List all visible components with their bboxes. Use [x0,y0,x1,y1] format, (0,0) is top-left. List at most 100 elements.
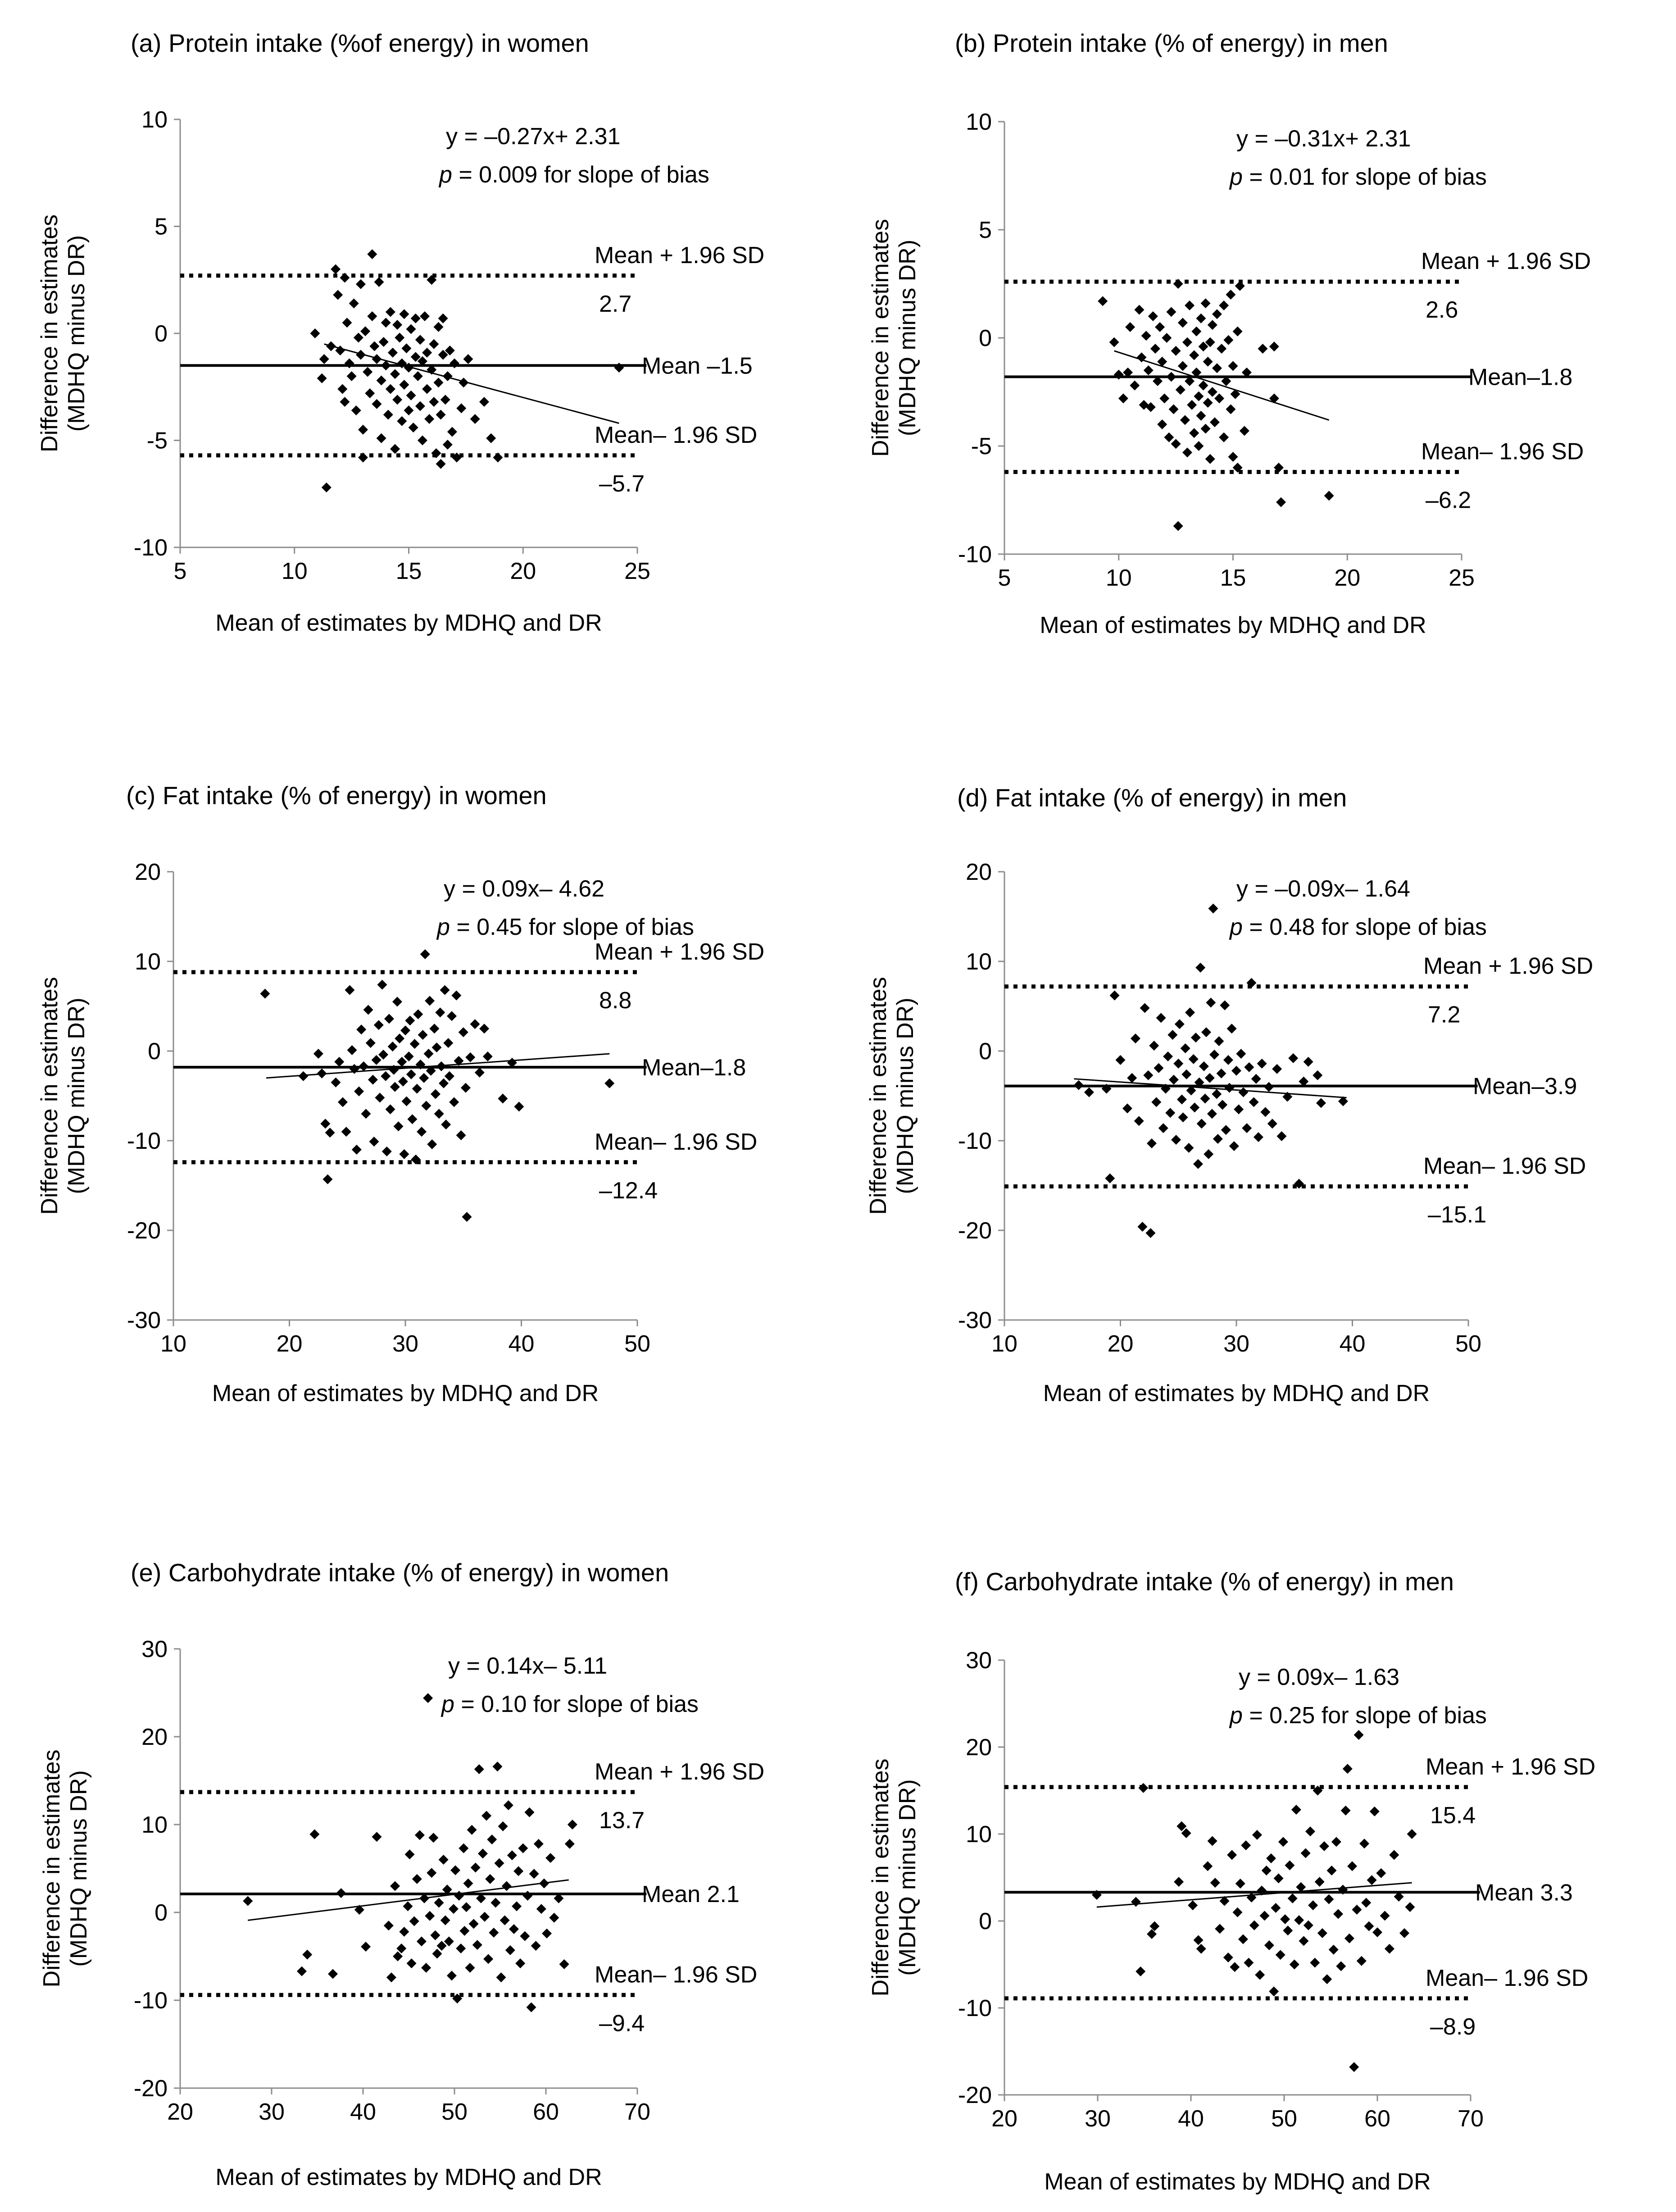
x-tick-label: 20 [991,2106,1017,2132]
data-point [1109,337,1119,347]
data-point [438,313,448,323]
data-point [381,318,391,328]
data-point [459,1843,469,1853]
x-tick-label: 70 [624,2099,650,2125]
panel-b: (b) Protein intake (% of energy) in men 1… [868,29,1591,638]
data-point [378,1049,389,1060]
data-point [1171,439,1181,449]
data-point [1174,1019,1185,1029]
data-point [392,997,402,1007]
data-point [1168,1074,1179,1085]
data-point [367,311,377,321]
data-point [1359,1839,1370,1849]
data-point [1084,1087,1094,1097]
data-point [1253,1132,1263,1142]
panel-title: (f) Carbohydrate intake (% of energy) in… [955,1567,1454,1596]
lower-limit-value: –8.9 [1430,2014,1476,2040]
data-point [472,1940,482,1950]
data-point [1159,393,1170,404]
data-point [479,397,489,407]
data-point [431,448,441,458]
data-point [337,1097,348,1107]
data-point [436,1061,446,1071]
data-point [387,1042,398,1052]
data-point [1162,333,1172,343]
data-point [1356,1956,1367,1966]
data-point [1180,1043,1190,1054]
panel-e: (e) Carbohydrate intake (% of energy) in… [39,1558,764,2190]
data-point [1232,1907,1243,1917]
upper-limit-label: Mean + 1.96 SD [595,1759,764,1785]
data-point [1230,1962,1240,1972]
data-point [419,1073,429,1083]
data-point [507,1850,517,1861]
data-point [385,307,395,317]
data-point [396,1943,407,1953]
data-point [1234,1104,1244,1115]
data-point [1205,454,1215,464]
data-point [409,1916,419,1926]
x-tick-label: 30 [259,2099,285,2125]
data-point [1289,1959,1299,1970]
data-point [536,1904,546,1914]
data-point [354,1905,364,1915]
data-point [1173,279,1183,289]
data-point [441,1120,451,1130]
data-point [1324,491,1334,501]
y-tick-label: -5 [147,428,168,454]
data-point [1207,387,1217,397]
data-point [397,358,407,369]
data-point [309,1829,320,1839]
data-point [1125,322,1136,332]
data-point [369,1136,379,1147]
data-point [1214,393,1225,404]
data-point [1193,1159,1204,1169]
data-point [1217,344,1227,354]
data-point [320,1119,331,1129]
x-tick-label: 50 [624,1331,650,1357]
y-tick-label: -10 [134,535,168,561]
data-point [1275,1950,1285,1960]
data-point [393,1121,404,1132]
p-value-text: p = 0.10 for slope of bias [441,1691,699,1717]
regression-equation: y = 0.14x– 5.11 [448,1653,607,1679]
data-point [410,352,421,362]
data-point [1113,369,1124,380]
data-point [1073,1080,1084,1090]
data-point [433,378,444,388]
data-point [507,1057,517,1068]
data-point [1244,1062,1254,1072]
x-tick-label: 10 [282,558,308,584]
data-point [1201,1027,1212,1038]
data-point [487,1834,497,1845]
data-point [1115,1055,1126,1065]
data-point [298,1071,309,1081]
data-point [1157,419,1167,429]
data-point [1166,307,1176,317]
data-point [1206,997,1216,1008]
data-point [479,1912,490,1922]
data-point [431,1042,442,1053]
data-point [1131,1897,1141,1907]
data-point [1136,352,1147,363]
data-point [1303,1920,1313,1930]
data-point [1223,1055,1233,1065]
data-point [385,1104,395,1115]
data-point [539,1878,549,1889]
data-point [1187,400,1197,410]
data-point [1405,1902,1415,1912]
data-point [1305,1826,1315,1837]
data-point [374,277,384,287]
regression-line [248,1879,569,1921]
data-point [344,358,354,369]
data-point [1190,1102,1200,1113]
upper-limit-value: 8.8 [599,988,631,1014]
data-point [1336,1961,1346,1971]
data-point [392,320,403,330]
y-tick-label: 5 [154,214,168,240]
data-point [459,1925,470,1936]
data-point [1352,1904,1362,1915]
data-point [496,1972,506,1983]
data-point [470,414,480,424]
data-point [412,1874,422,1884]
